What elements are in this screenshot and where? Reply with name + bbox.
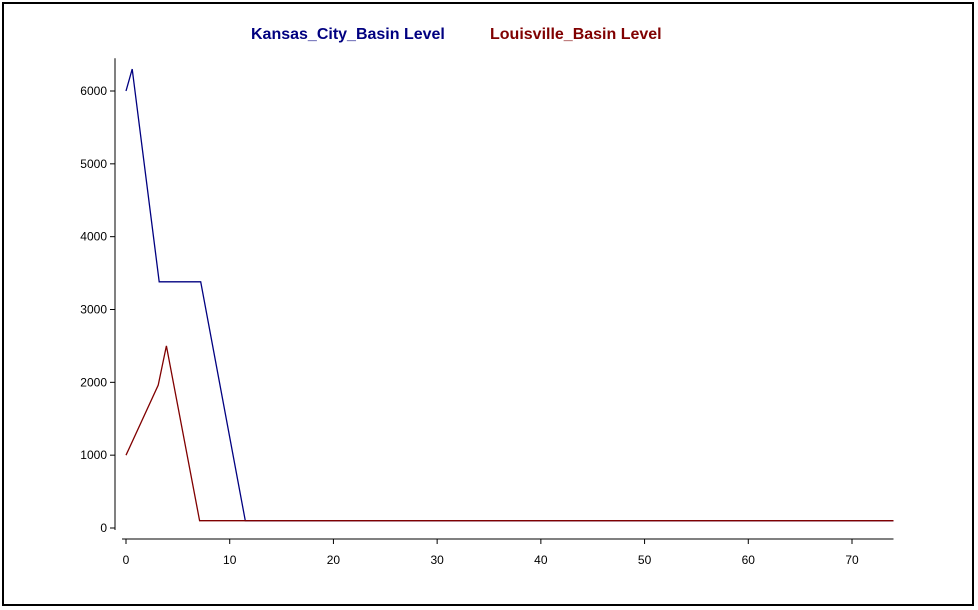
y-tick-label: 3000 (80, 303, 107, 317)
y-tick-label: 5000 (80, 157, 107, 171)
y-tick-label: 2000 (80, 375, 107, 389)
y-tick-label: 6000 (80, 84, 107, 98)
x-tick-label: 10 (223, 553, 237, 567)
legend-entry-1: Louisville_Basin Level (490, 26, 662, 43)
series-line-0 (125, 68, 894, 522)
x-tick-label: 60 (742, 553, 756, 567)
x-tick-label: 50 (638, 553, 652, 567)
legend-entry-0: Kansas_City_Basin Level (251, 26, 445, 43)
axes (114, 58, 894, 540)
series-lines (125, 68, 894, 522)
x-tick-label: 30 (430, 553, 444, 567)
y-tick-label: 1000 (80, 448, 107, 462)
x-axis-ticks: 0 10 20 30 40 50 60 70 (123, 539, 859, 567)
y-tick-label: 0 (100, 521, 107, 535)
y-tick-label: 4000 (80, 230, 107, 244)
x-tick-label: 0 (123, 553, 130, 567)
x-tick-label: 70 (845, 553, 859, 567)
series-line-1 (125, 345, 894, 522)
y-axis-ticks: 0 1000 2000 3000 4000 5000 6000 (80, 84, 115, 535)
x-tick-label: 20 (327, 553, 341, 567)
x-tick-label: 40 (534, 553, 548, 567)
legend: Kansas_City_Basin Level Louisville_Basin … (251, 26, 662, 43)
